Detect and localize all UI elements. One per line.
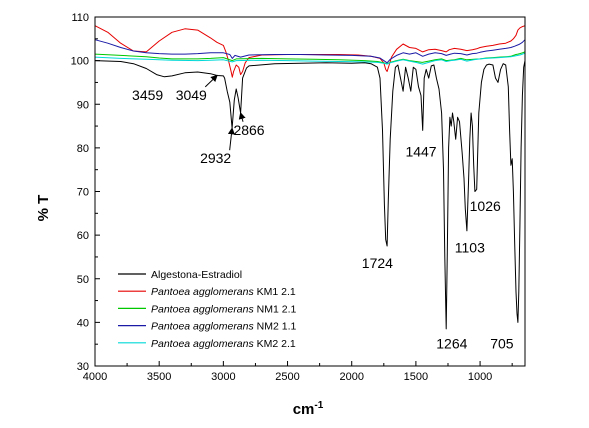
legend-label-pantoea-agglomerans-km1-2-1: Pantoea agglomerans KM1 2.1 bbox=[151, 286, 296, 298]
x-axis-title-exponent: -1 bbox=[314, 400, 323, 411]
x-axis-title: cm-1 bbox=[293, 400, 324, 418]
peak-label-1724: 1724 bbox=[362, 255, 393, 271]
legend-label-pantoea-agglomerans-km2-2-1: Pantoea agglomerans KM2 2.1 bbox=[151, 338, 296, 350]
peak-label-1264: 1264 bbox=[436, 336, 467, 352]
peak-label-705: 705 bbox=[490, 336, 514, 352]
peak-arrow bbox=[238, 112, 246, 122]
y-tick-label: 80 bbox=[77, 143, 89, 155]
x-tick-label: 2000 bbox=[339, 371, 363, 383]
series-line-algestona-estradiol bbox=[94, 60, 526, 330]
y-tick-label: 100 bbox=[71, 56, 89, 68]
peak-label-2866: 2866 bbox=[233, 122, 264, 138]
peak-arrow bbox=[204, 74, 218, 88]
x-tick-label: 3500 bbox=[147, 371, 171, 383]
legend-label-pantoea-agglomerans-nm2-1-1: Pantoea agglomerans NM2 1.1 bbox=[151, 321, 297, 333]
series-layer bbox=[94, 25, 526, 330]
peak-label-3049: 3049 bbox=[176, 87, 207, 103]
legend-label-pantoea-agglomerans-nm1-2-1: Pantoea agglomerans NM1 2.1 bbox=[151, 303, 297, 315]
x-tick-label: 2500 bbox=[275, 371, 299, 383]
y-tick-label: 110 bbox=[71, 12, 89, 24]
y-tick-label: 50 bbox=[77, 274, 89, 286]
peak-label-1103: 1103 bbox=[455, 240, 485, 256]
peak-arrow bbox=[227, 127, 235, 151]
y-tick-label: 60 bbox=[77, 230, 89, 242]
x-tick-label: 3000 bbox=[211, 371, 235, 383]
x-tick-label: 4000 bbox=[83, 371, 107, 383]
y-tick-label: 90 bbox=[77, 99, 89, 111]
peak-label-1447: 1447 bbox=[405, 144, 436, 160]
legend-label-algestona-estradiol: Algestona-Estradiol bbox=[151, 269, 242, 281]
legend: Algestona-Estradiol Pantoea agglomerans K… bbox=[118, 269, 297, 350]
series-line-pantoea-agglomerans-nm2-1-1 bbox=[94, 39, 526, 64]
x-tick-label: 1500 bbox=[404, 371, 428, 383]
x-tick-label: 1000 bbox=[468, 371, 492, 383]
peak-label-1026: 1026 bbox=[470, 198, 501, 214]
x-axis-title-base: cm bbox=[293, 401, 315, 418]
y-tick-label: 70 bbox=[77, 187, 89, 199]
series-line-pantoea-agglomerans-km2-2-1 bbox=[94, 52, 526, 65]
peak-label-3459: 3459 bbox=[132, 87, 163, 103]
y-axis-title: % T bbox=[35, 195, 52, 222]
peak-label-2932: 2932 bbox=[200, 150, 231, 166]
series-line-pantoea-agglomerans-km1-2-1 bbox=[94, 25, 526, 78]
y-tick-label: 30 bbox=[77, 361, 89, 373]
tick-layer: 4000 3500 3000 2500 2000 1500 1000 30 40 50 60 70 80… bbox=[71, 12, 513, 383]
y-tick-label: 40 bbox=[77, 317, 89, 329]
